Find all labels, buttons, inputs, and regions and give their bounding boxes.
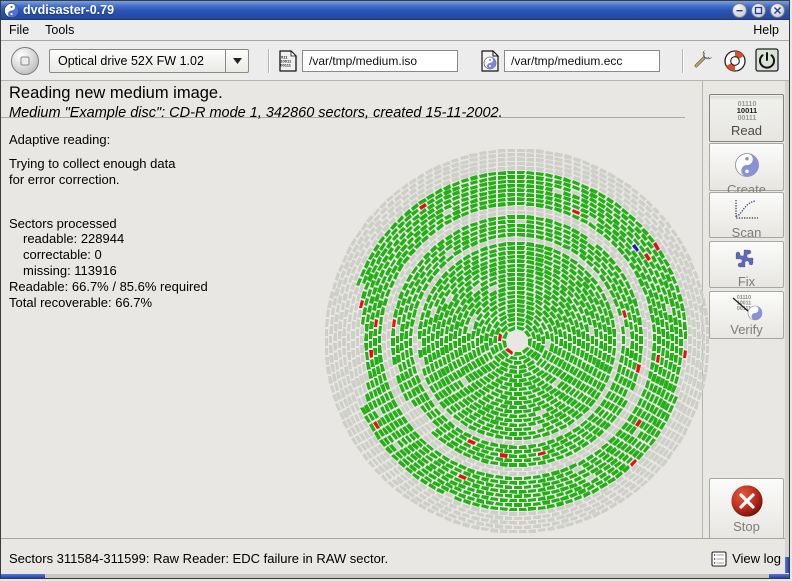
- svg-text:10011: 10011: [736, 106, 756, 115]
- svg-text:00111: 00111: [737, 115, 756, 122]
- svg-text:00111: 00111: [280, 62, 291, 67]
